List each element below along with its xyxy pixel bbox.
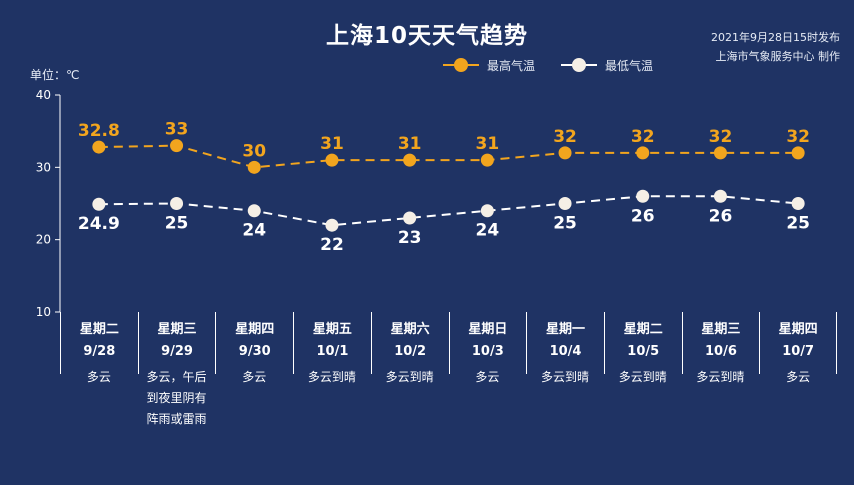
publish-info: 2021年9月28日15时发布 上海市气象服务中心 制作 bbox=[711, 28, 840, 66]
date-label: 10/5 bbox=[627, 344, 660, 359]
day-column: 星期日 10/3 bbox=[448, 312, 527, 374]
weather-text: 多云 bbox=[786, 370, 811, 384]
high-temp-point bbox=[791, 146, 805, 160]
high-temp-line bbox=[98, 144, 799, 169]
low-temp-point bbox=[325, 218, 339, 232]
low-temp-label: 24 bbox=[476, 221, 500, 241]
day-column: 星期二 9/28 bbox=[60, 312, 138, 374]
weather-text: 多云到晴 bbox=[385, 370, 434, 384]
high-temp-point bbox=[480, 153, 494, 167]
weekday-label: 星期四 bbox=[235, 322, 275, 337]
day-column: 星期二 10/5 bbox=[603, 312, 682, 374]
weekday-label: 星期六 bbox=[390, 322, 430, 337]
legend-item-low: 最低气温 bbox=[561, 57, 653, 74]
y-tick-label: 10 bbox=[36, 305, 51, 319]
date-label: 10/1 bbox=[316, 344, 349, 359]
high-temp-point bbox=[558, 146, 572, 160]
low-temp-label: 24 bbox=[242, 221, 266, 241]
low-temp-point bbox=[92, 197, 106, 211]
high-temp-label: 31 bbox=[398, 134, 422, 154]
weather-text: 多云 bbox=[86, 370, 111, 384]
weather-text: 多云到晴 bbox=[307, 370, 356, 384]
low-temp-label: 26 bbox=[631, 206, 655, 226]
low-temp-label: 25 bbox=[786, 214, 810, 234]
y-tick-label: 40 bbox=[36, 88, 51, 102]
low-temp-point bbox=[247, 204, 261, 218]
low-temp-label: 25 bbox=[165, 214, 189, 234]
weather-text: 多云 bbox=[242, 370, 267, 384]
high-temp-label: 33 bbox=[165, 120, 189, 140]
day-column: 星期六 10/2 bbox=[370, 312, 449, 374]
y-tick-label: 30 bbox=[36, 160, 51, 174]
day-column: 星期四 10/7 bbox=[759, 312, 837, 374]
low-temp-label: 22 bbox=[320, 235, 344, 255]
low-temp-point bbox=[480, 204, 494, 218]
high-temp-label: 32 bbox=[709, 127, 733, 147]
low-temp-line bbox=[98, 195, 799, 227]
high-temp-label: 31 bbox=[476, 134, 500, 154]
weather-text: 多云到晴 bbox=[541, 370, 590, 384]
high-temp-label: 32 bbox=[631, 127, 655, 147]
weather-text: 多云到晴 bbox=[618, 370, 667, 384]
chart-title: 上海10天天气趋势 bbox=[325, 23, 528, 49]
day-column: 星期三 10/6 bbox=[681, 312, 760, 374]
low-temp-point bbox=[713, 189, 727, 203]
day-column: 星期四 9/30 bbox=[215, 312, 293, 374]
date-label: 9/29 bbox=[161, 344, 193, 359]
unit-label: 单位：℃ bbox=[30, 68, 80, 82]
weather-text: 多云，午后 到夜里阴有 阵雨或雷雨 bbox=[146, 370, 207, 426]
weather-text: 多云到晴 bbox=[696, 370, 745, 384]
date-label: 10/7 bbox=[782, 344, 815, 359]
weekday-label: 星期三 bbox=[157, 322, 197, 337]
high-temp-label: 32 bbox=[786, 127, 810, 147]
weekday-label: 星期二 bbox=[623, 322, 663, 337]
high-temp-label: 30 bbox=[242, 141, 266, 161]
high-temp-point bbox=[713, 146, 727, 160]
legend-swatch-high bbox=[443, 58, 479, 72]
day-column: 星期一 10/4 bbox=[526, 312, 604, 374]
date-label: 10/4 bbox=[549, 344, 582, 359]
weekday-label: 星期一 bbox=[546, 322, 586, 337]
high-temp-label: 32 bbox=[553, 127, 577, 147]
high-temp-point bbox=[247, 160, 261, 174]
low-temp-label: 24.9 bbox=[78, 214, 120, 234]
high-temp-point bbox=[170, 139, 184, 153]
publish-time: 2021年9月28日15时发布 bbox=[711, 31, 840, 44]
weekday-label: 星期四 bbox=[778, 322, 818, 337]
low-temp-label: 26 bbox=[709, 206, 733, 226]
date-label: 9/28 bbox=[83, 344, 116, 359]
weather-text: 多云 bbox=[475, 370, 500, 384]
weekday-label: 星期二 bbox=[79, 322, 119, 337]
legend: 最高气温 最低气温 bbox=[443, 56, 679, 74]
low-temp-point bbox=[403, 211, 417, 225]
high-temp-point bbox=[92, 140, 106, 154]
date-label: 10/2 bbox=[394, 344, 427, 359]
legend-label-high: 最高气温 bbox=[487, 58, 536, 73]
day-column: 星期三 9/29 bbox=[137, 312, 216, 374]
high-temp-label: 32.8 bbox=[78, 121, 120, 141]
low-temp-point bbox=[170, 197, 184, 210]
legend-label-low: 最低气温 bbox=[605, 58, 654, 73]
day-column: 星期五 10/1 bbox=[293, 312, 371, 374]
legend-swatch-low bbox=[561, 58, 598, 72]
low-temp-point bbox=[791, 197, 805, 210]
low-temp-label: 25 bbox=[553, 214, 577, 234]
low-temp-label: 23 bbox=[398, 228, 422, 248]
low-temp-point bbox=[636, 189, 650, 203]
y-tick-label: 20 bbox=[36, 233, 51, 247]
weekday-label: 星期五 bbox=[312, 322, 352, 337]
weekday-label: 星期三 bbox=[701, 322, 741, 337]
weekday-label: 星期日 bbox=[468, 322, 508, 337]
publisher: 上海市气象服务中心 制作 bbox=[715, 50, 841, 63]
high-temp-point bbox=[325, 153, 339, 167]
date-label: 10/6 bbox=[704, 344, 737, 359]
low-temp-point bbox=[558, 197, 572, 210]
high-temp-point bbox=[636, 146, 650, 160]
legend-item-high: 最高气温 bbox=[443, 57, 535, 74]
high-temp-label: 31 bbox=[320, 134, 344, 154]
date-label: 10/3 bbox=[471, 344, 504, 359]
date-label: 9/30 bbox=[238, 344, 271, 359]
high-temp-point bbox=[403, 153, 417, 167]
